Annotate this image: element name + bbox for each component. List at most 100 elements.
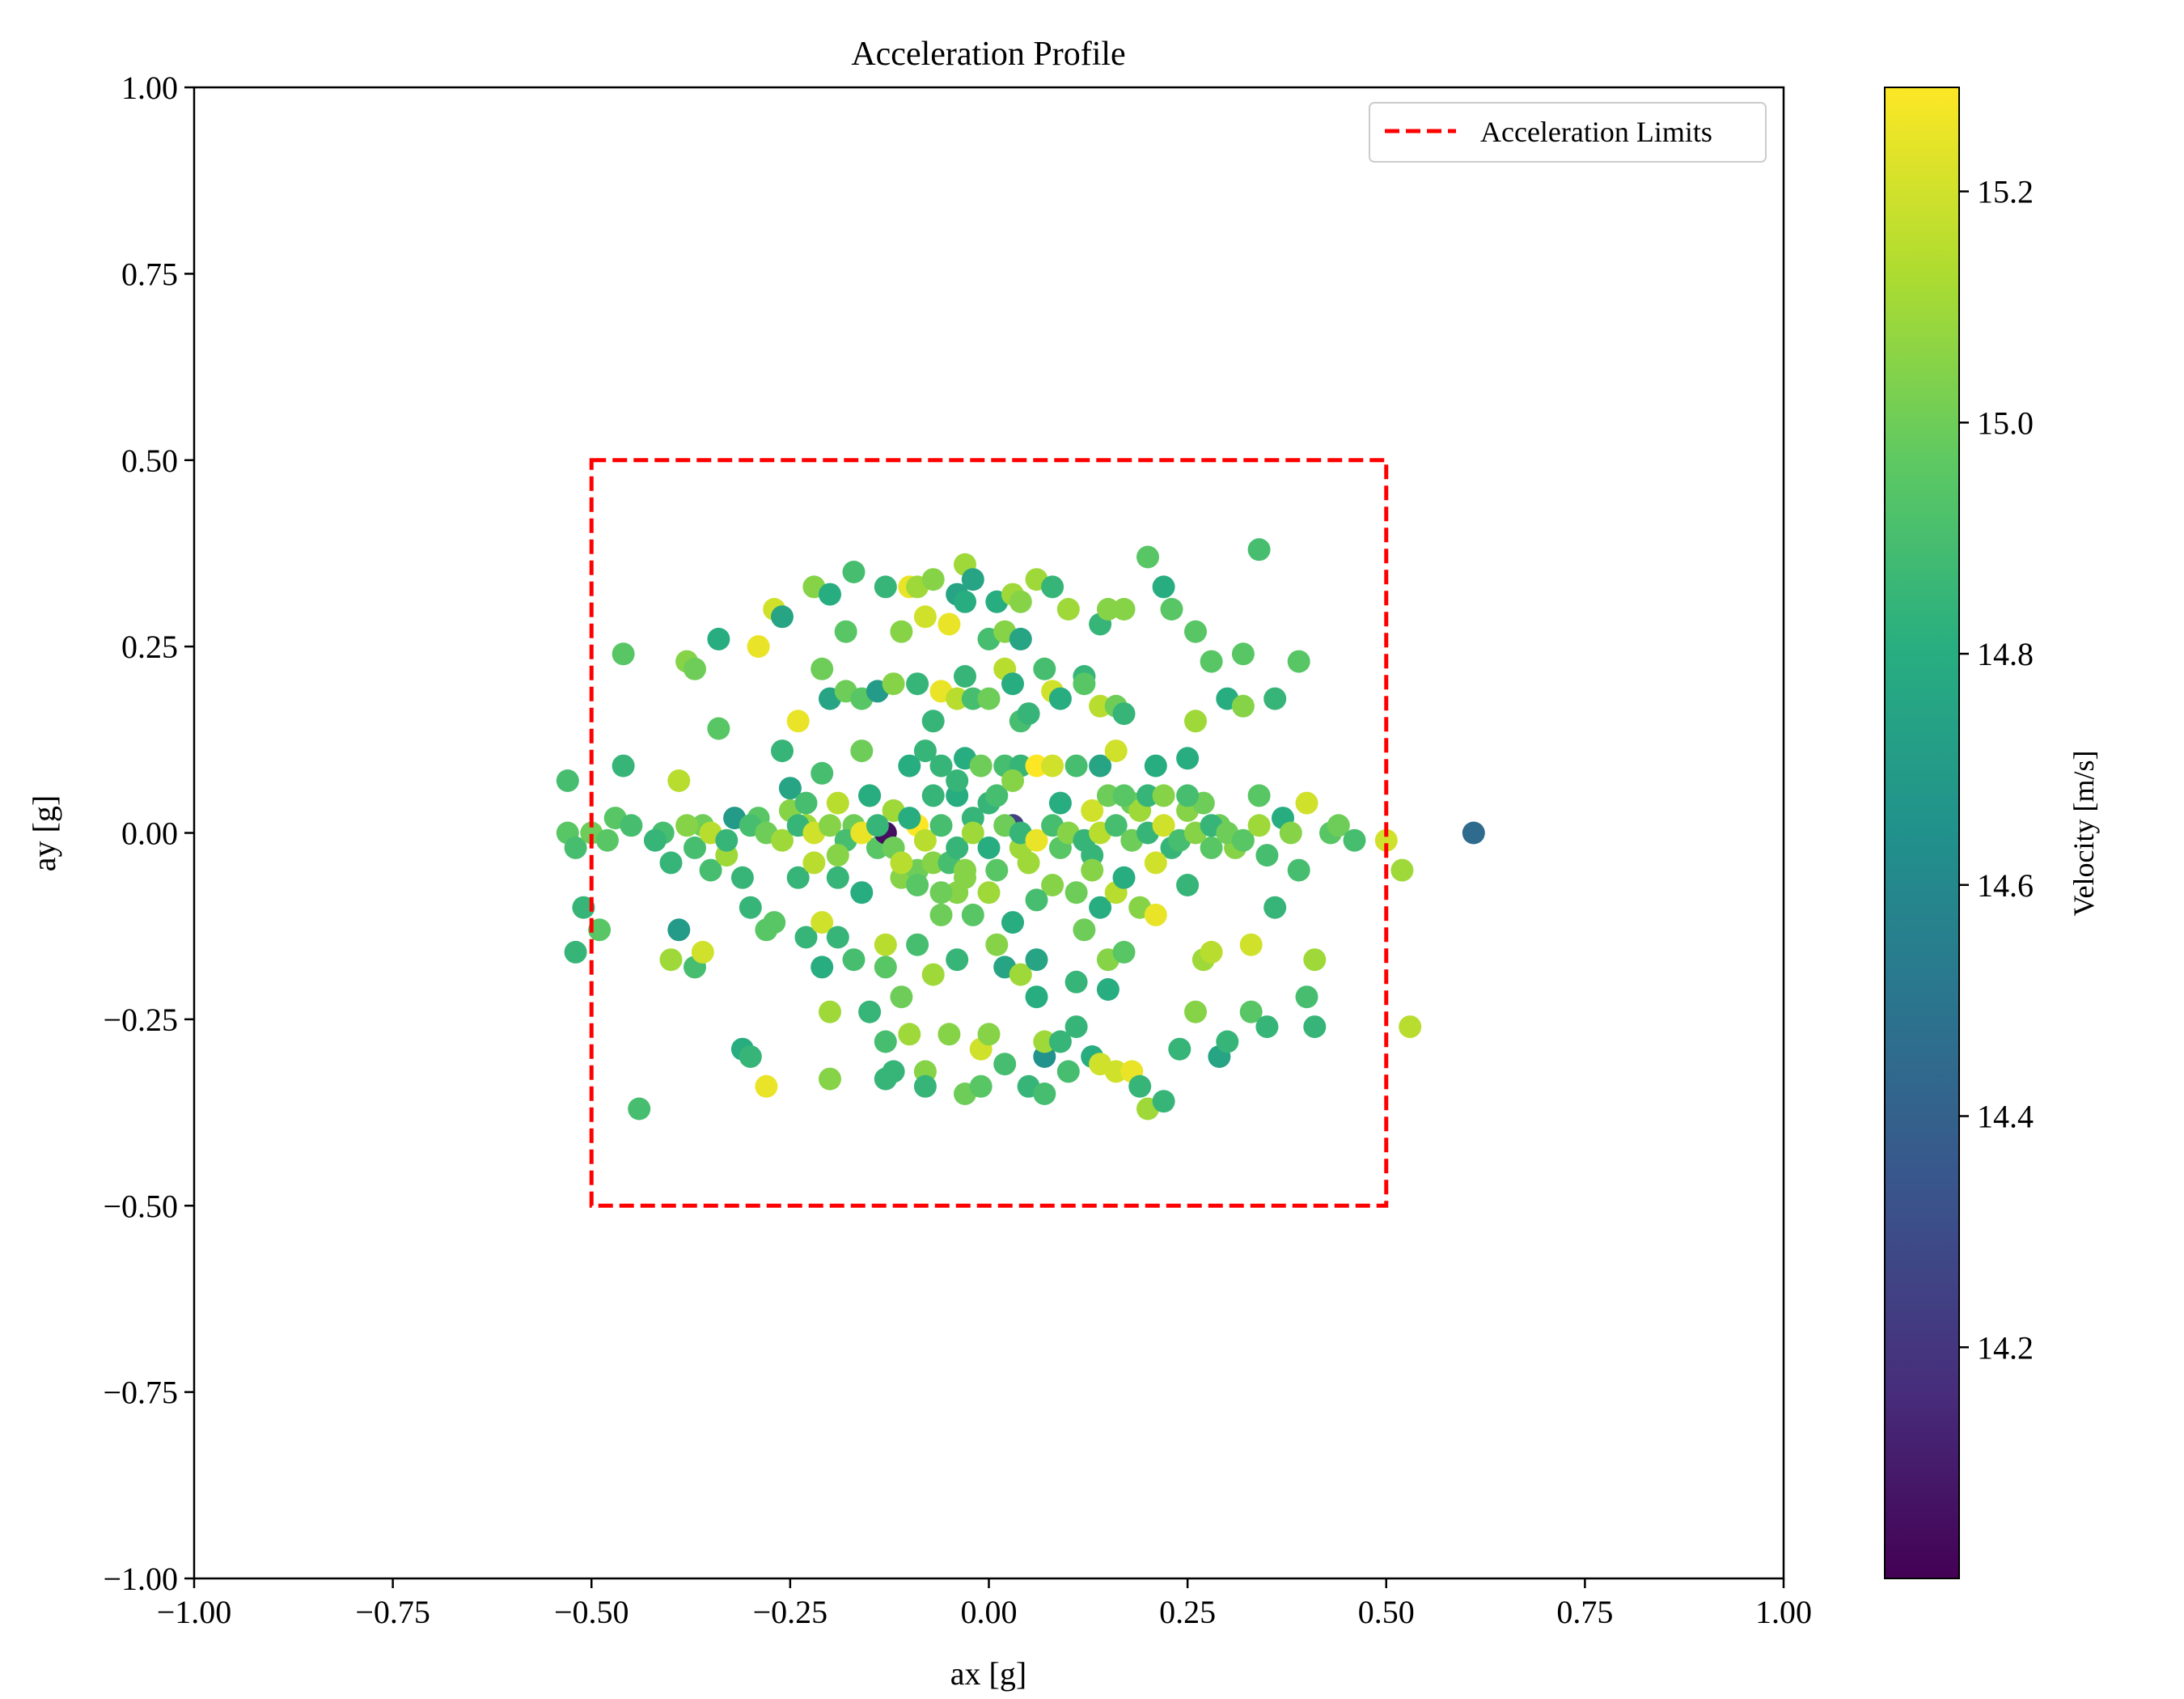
scatter-point [961,568,984,591]
scatter-point [1144,903,1167,926]
scatter-point [946,948,969,972]
scatter-point [715,828,739,852]
scatter-point [850,881,874,905]
scatter-point [1104,814,1128,837]
scatter-point [1064,970,1088,994]
scatter-point [1462,821,1485,845]
scatter-point [771,739,794,763]
scatter-point [929,903,953,926]
scatter-point [811,911,834,934]
scatter-point [707,717,730,740]
scatter-point [1096,598,1120,621]
scatter-point [1064,881,1088,905]
scatter-point [1089,694,1112,718]
scatter-point [684,657,706,680]
scatter-point [1247,784,1271,807]
scatter-point [913,1074,937,1098]
legend-label: Acceleration Limits [1480,116,1712,148]
scatter-point [858,1000,882,1023]
scatter-point [921,710,945,733]
y-tick-label: 0.00 [121,816,178,852]
scatter-point [938,1023,961,1046]
scatter-point [786,866,810,889]
x-tick-label: −0.75 [355,1594,430,1630]
scatter-point [1176,747,1200,770]
scatter-point [1247,814,1271,837]
scatter-point [819,1067,841,1091]
scatter-point [826,866,849,889]
scatter-point [1025,888,1048,912]
scatter-point [898,1023,921,1046]
x-tick-label: 0.25 [1159,1594,1216,1630]
scatter-point [1279,821,1302,845]
scatter-point [921,851,945,875]
scatter-point [612,642,635,666]
y-tick-label: 0.50 [121,443,178,479]
scatter-point [747,635,770,659]
scatter-point [1056,598,1080,621]
scatter-point [874,1030,897,1053]
scatter-point [667,918,691,942]
scatter-point [834,620,857,643]
scatter-point [906,672,929,696]
acceleration-limits-box [589,458,1389,1208]
scatter-point [811,761,834,785]
scatter-point [1089,896,1112,919]
scatter-point [643,828,667,852]
x-tick-label: 0.00 [961,1594,1018,1630]
scatter-point [826,791,849,815]
colorbar-label: Velocity [m/s] [2068,751,2100,917]
scatter-point [1041,754,1064,777]
data-points-layer [556,538,1485,1121]
y-tick-label: −1.00 [103,1561,178,1597]
scatter-point [1231,828,1255,852]
scatter-point [763,911,786,934]
colorbar-tick-label: 14.6 [1977,867,2034,904]
scatter-point [1112,598,1136,621]
scatter-point [1001,911,1024,934]
scatter-point [898,807,921,830]
scatter-point [1184,710,1207,733]
scatter-point [1263,896,1287,919]
scatter-point [866,814,889,837]
scatter-point [699,858,722,882]
scatter-point [819,1000,841,1023]
scatter-point [556,769,579,792]
scatter-point [778,777,802,800]
scatter-point [1073,918,1096,942]
scatter-point [850,739,874,763]
scatter-point [1390,858,1414,882]
scatter-point [1017,702,1040,726]
scatter-point [1128,1074,1152,1098]
scatter-point [675,814,699,837]
scatter-point [739,896,762,919]
scatter-point [1025,948,1048,972]
scatter-point [1073,672,1096,696]
scatter-point [1295,791,1318,815]
scatter-point [691,940,714,964]
scatter-point [921,963,945,986]
scatter-point [1096,784,1120,807]
colorbar-tick-label: 14.8 [1977,636,2034,672]
scatter-point [938,612,961,636]
scatter-point [564,836,587,859]
chart-title: Acceleration Profile [851,36,1125,73]
scatter-point [954,590,976,613]
scatter-point [1017,851,1040,875]
scatter-point [1184,620,1207,643]
scatter-point [985,784,1009,807]
colorbar [1884,87,1960,1579]
x-tick-label: −0.25 [753,1594,828,1630]
scatter-point [858,784,882,807]
y-tick-label: 0.75 [121,256,178,292]
scatter-point [628,1097,651,1121]
scatter-point [1303,1015,1327,1039]
scatter-point [977,687,1001,710]
scatter-point [1374,828,1398,852]
y-axis-ticks: 1.00 0.75 0.50 0.25 0.00 −0.25 −0.50 −0.75 −1.00 [103,70,194,1597]
scatter-point [969,1074,993,1098]
scatter-point [961,687,984,710]
colorbar-tick-label: 14.4 [1977,1099,2034,1135]
scatter-point [1160,598,1183,621]
